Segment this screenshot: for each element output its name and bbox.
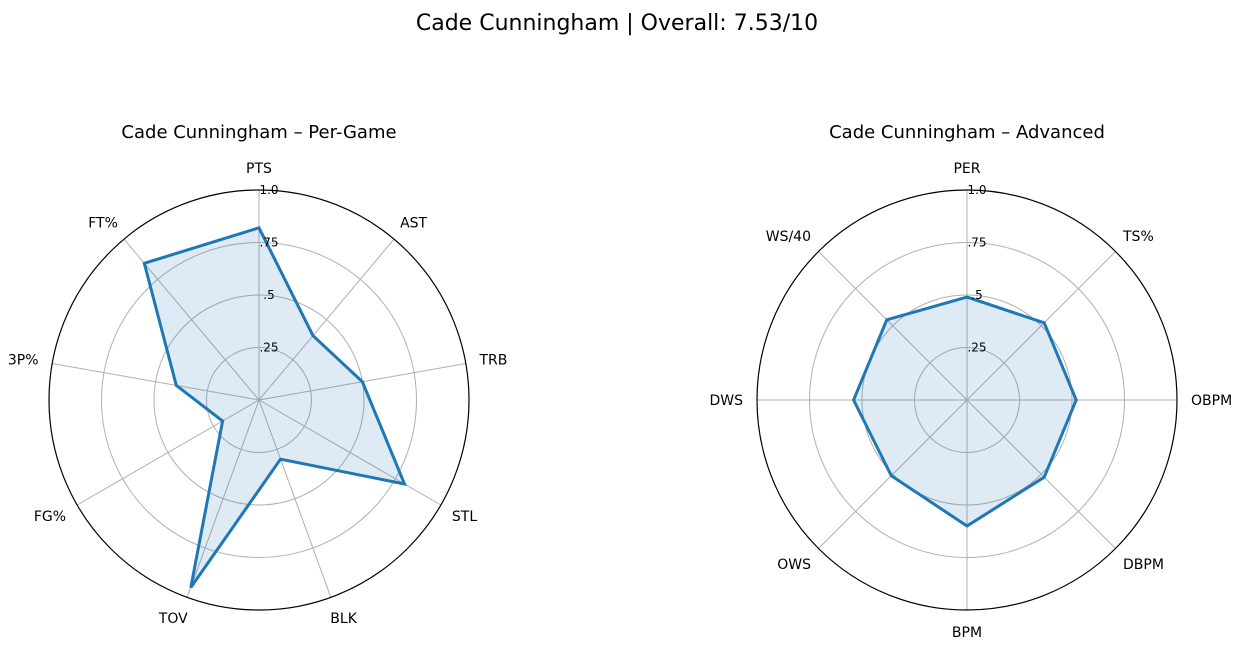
category-label-per-game: TRB [479, 353, 508, 369]
chart-title-per-game: Cade Cunningham – Per-Game [121, 122, 396, 143]
category-label-advanced: WS/40 [766, 229, 811, 245]
radial-tick-label-per-game: .25 [259, 341, 278, 355]
radar-plot-advanced: .25 .5 .75 1.0 PER TS% OBPM DBPM BPM OWS DWS WS/40 [709, 161, 1232, 641]
category-label-advanced: OBPM [1191, 393, 1232, 409]
radar-chart-per-game: Cade Cunningham – Per-Game .25 .5 .75 1.0 PT… [8, 122, 508, 627]
radial-tick-label-advanced: .5 [971, 288, 982, 302]
radar-plot-per-game: .25 .5 .75 1.0 PTS AST TRB STL BLK TOV FG% 3P% FT% [8, 161, 508, 627]
spoke-advanced [818, 399, 968, 549]
spoke-per-game [258, 238, 395, 401]
category-label-advanced: DBPM [1123, 557, 1164, 573]
category-label-per-game: 3P% [8, 353, 39, 369]
category-label-per-game: STL [452, 509, 477, 525]
category-label-per-game: AST [400, 215, 427, 231]
spoke-per-game [258, 399, 332, 598]
radial-tick-label-advanced: .75 [967, 236, 986, 250]
category-label-per-game: FG% [34, 509, 66, 525]
spoke-per-game [186, 399, 260, 598]
figure-title: Cade Cunningham | Overall: 7.53/10 [416, 11, 818, 36]
category-label-advanced: OWS [777, 557, 811, 573]
spoke-per-game [258, 399, 442, 506]
category-label-advanced: BPM [952, 625, 982, 641]
spoke-advanced [966, 251, 1116, 401]
category-label-per-game: BLK [330, 611, 357, 627]
category-label-per-game: PTS [246, 161, 272, 177]
chart-title-advanced: Cade Cunningham – Advanced [829, 122, 1105, 143]
category-label-per-game: TOV [158, 611, 188, 627]
spoke-per-game [76, 399, 260, 506]
spoke-advanced [818, 251, 968, 401]
radar-chart-advanced: Cade Cunningham – Advanced .25 .5 .75 1.0 PE… [709, 122, 1232, 641]
polar-frame-advanced [756, 189, 1178, 611]
polar-frame-per-game [48, 189, 470, 611]
spoke-per-game [52, 363, 260, 401]
category-label-advanced: DWS [709, 393, 743, 409]
category-label-per-game: FT% [88, 215, 118, 231]
radial-tick-label-advanced: .25 [967, 341, 986, 355]
radial-tick-label-per-game: .75 [259, 236, 278, 250]
category-label-advanced: PER [953, 161, 980, 177]
category-label-advanced: TS% [1122, 229, 1154, 245]
data-polygon-per-game [142, 225, 407, 589]
spoke-advanced [966, 399, 1116, 549]
radial-tick-label-per-game: 1.0 [259, 183, 278, 197]
radial-tick-label-per-game: .5 [263, 288, 274, 302]
data-polygon-advanced [851, 295, 1078, 528]
radial-tick-label-advanced: 1.0 [967, 183, 986, 197]
